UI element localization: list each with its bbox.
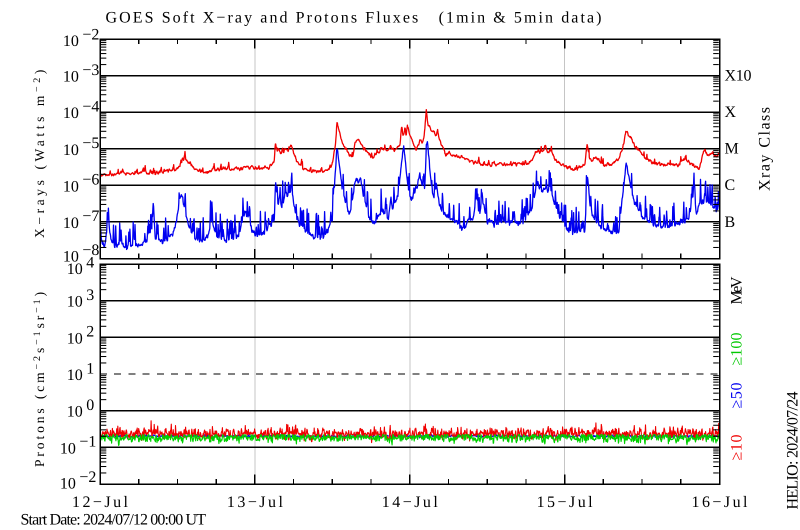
svg-text:14−Jul: 14−Jul [382,494,439,511]
svg-text:X10: X10 [725,67,752,84]
svg-text:10: 10 [63,69,79,86]
svg-text:GOES Soft X−ray and Protons Fl: GOES Soft X−ray and Protons Fluxes (1min… [106,10,602,27]
svg-text:10: 10 [63,249,79,266]
svg-text:10: 10 [67,330,83,347]
svg-text:10: 10 [67,367,83,384]
svg-text:4: 4 [86,254,94,271]
svg-text:B: B [725,214,736,231]
svg-text:10: 10 [63,105,79,122]
svg-text:10: 10 [67,261,83,278]
svg-text:−8: −8 [82,242,99,259]
svg-text:MeV: MeV [729,276,746,304]
svg-text:−2: −2 [82,26,99,43]
svg-text:10: 10 [67,404,83,421]
svg-text:16−Jul: 16−Jul [692,494,749,511]
svg-text:0: 0 [86,397,94,414]
svg-text:10: 10 [63,33,79,50]
svg-text:−6: −6 [82,172,99,189]
svg-text:M: M [725,141,739,158]
svg-text:−7: −7 [82,208,99,225]
svg-text:10: 10 [63,178,79,195]
svg-text:1: 1 [86,360,94,377]
svg-text:≥100: ≥100 [729,333,746,366]
svg-text:12−Jul: 12−Jul [72,494,129,511]
svg-text:−4: −4 [82,99,99,116]
svg-text:13−Jul: 13−Jul [227,494,284,511]
svg-text:≥10: ≥10 [729,435,746,461]
svg-text:2: 2 [86,324,94,341]
svg-text:C: C [725,177,736,194]
svg-text:−2: −2 [79,469,96,486]
svg-text:X: X [725,104,737,121]
svg-text:10: 10 [63,142,79,159]
svg-text:10: 10 [60,440,76,457]
svg-text:15−Jul: 15−Jul [537,494,594,511]
svg-text:−3: −3 [82,62,99,79]
svg-text:10: 10 [63,215,79,232]
svg-text:Start Date: 2024/07/12 00:00 U: Start Date: 2024/07/12 00:00 UT [21,512,207,529]
svg-text:−1: −1 [79,434,96,451]
svg-text:10: 10 [60,476,76,493]
svg-text:X−rays (Watts m−2): X−rays (Watts m−2) [32,66,47,238]
svg-text:3: 3 [86,287,94,304]
svg-text:10: 10 [67,294,83,311]
svg-text:≥50: ≥50 [729,383,746,409]
svg-text:HELIO: 2024/07/24: HELIO: 2024/07/24 [784,392,800,510]
svg-text:−5: −5 [82,135,99,152]
svg-text:Protons (cm−2s−1sr−1): Protons (cm−2s−1sr−1) [32,289,47,467]
